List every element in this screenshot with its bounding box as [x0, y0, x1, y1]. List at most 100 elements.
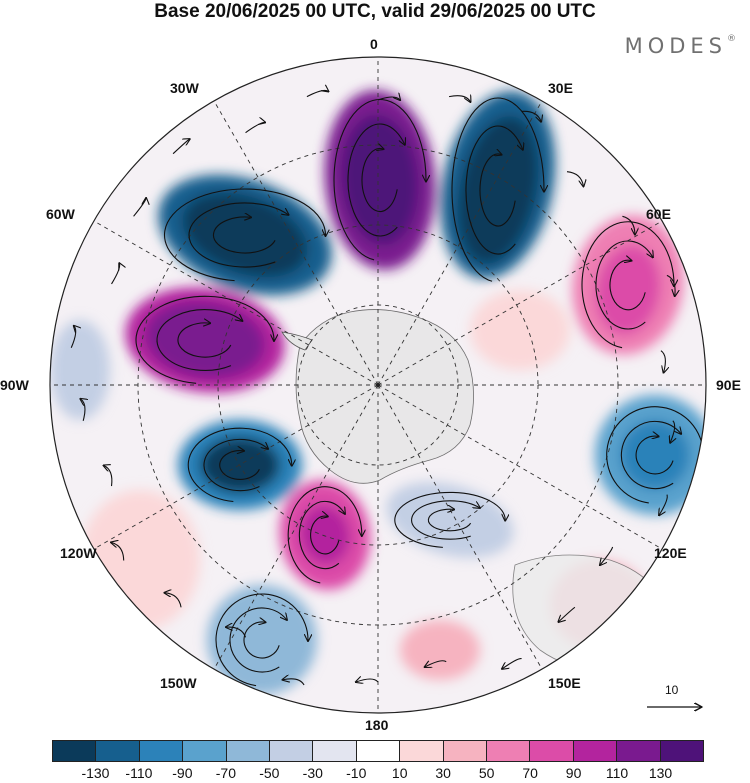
streamline	[411, 500, 480, 540]
colorbar-swatch	[313, 741, 357, 761]
modes-logo: MODES®	[624, 34, 736, 58]
streamline	[622, 215, 634, 234]
longitude-label: 0	[370, 36, 378, 52]
colorbar-tick-label: 130	[648, 765, 673, 781]
streamline	[659, 494, 668, 516]
streamline	[306, 90, 328, 98]
streamline	[187, 427, 292, 503]
streamline	[243, 622, 280, 659]
streamline	[188, 202, 288, 268]
longitude-label: 150E	[548, 675, 581, 691]
map-border	[49, 56, 707, 714]
colorbar-tick-label: 70	[522, 765, 538, 781]
streamline	[600, 546, 614, 565]
colorbar-ticks: -130 -110 -90 -70 -50 -30 -10 10 30 50 70 90 110 130	[0, 765, 750, 783]
anomaly-blob	[620, 420, 690, 490]
colorbar-swatch	[226, 741, 271, 761]
anomaly-blob	[207, 585, 317, 695]
colorbar-tick-label: -110	[125, 765, 153, 781]
streamline	[465, 125, 523, 255]
colorbar-tick-label: 110	[605, 765, 629, 781]
streamline	[606, 406, 704, 504]
longitude-label: 180	[365, 717, 389, 733]
meridian-line	[377, 384, 543, 670]
reference-vector	[647, 702, 704, 712]
colorbar-swatch	[573, 741, 618, 761]
streamlines	[70, 90, 704, 687]
streamline	[620, 420, 681, 490]
streamline	[212, 217, 276, 254]
streamline	[361, 148, 398, 212]
streamline	[609, 260, 646, 311]
streamline	[670, 420, 674, 443]
streamline	[635, 436, 674, 475]
streamline	[333, 98, 426, 261]
streamline	[310, 516, 340, 555]
longitude-label: 90W	[0, 377, 29, 393]
meridian-line	[213, 384, 379, 670]
meridian-line	[93, 220, 379, 386]
reference-vector-label: 10	[665, 683, 679, 697]
longitude-label: 60W	[46, 206, 75, 222]
longitude-label: 120E	[654, 545, 687, 561]
longitude-label: 30E	[548, 80, 573, 96]
colorbar-swatch	[660, 741, 704, 761]
colorbar-swatch	[487, 741, 531, 761]
streamline	[502, 658, 522, 669]
streamline	[245, 122, 265, 134]
streamline	[177, 323, 232, 358]
longitude-label: 60E	[646, 206, 671, 222]
colorbar-swatch	[530, 741, 574, 761]
colorbar-tick-label: -130	[81, 765, 110, 781]
anomaly-blob	[80, 490, 200, 630]
anomaly-blob	[357, 140, 403, 220]
colorbar-tick-label: -70	[215, 765, 236, 781]
streamline	[425, 660, 447, 667]
anomaly-blob	[182, 192, 308, 278]
streamline	[356, 679, 379, 682]
colorbar-tick-label: 10	[391, 765, 408, 781]
colorbar-swatch	[183, 741, 227, 761]
streamline	[163, 188, 326, 282]
meridian-line	[213, 100, 379, 386]
colorbar-swatch	[443, 741, 488, 761]
streamline	[394, 491, 505, 548]
streamline	[203, 438, 268, 492]
graticule	[50, 57, 706, 713]
streamline	[347, 123, 405, 237]
colorbar-tick-label: -30	[302, 765, 323, 781]
antarctica-landmass	[295, 309, 474, 484]
streamline	[229, 607, 287, 673]
colorbar-tick-label: 50	[478, 765, 495, 781]
colorbar-tick-label: -50	[259, 765, 280, 781]
longitude-label: 30W	[170, 80, 199, 96]
colorbar-swatch	[53, 741, 97, 761]
colorbar-swatch	[139, 741, 184, 761]
streamline	[219, 451, 260, 480]
anomaly-blob	[386, 482, 514, 558]
streamline	[215, 593, 308, 687]
map-title: Base 20/06/2025 00 UTC, valid 29/06/2025…	[154, 1, 596, 22]
anomaly-blob	[200, 437, 280, 493]
streamline	[660, 350, 665, 373]
streamline	[226, 627, 247, 638]
streamline	[298, 500, 344, 570]
meridian-line	[377, 384, 663, 550]
colorbar-tick-label: -10	[346, 765, 367, 781]
streamline	[666, 274, 675, 296]
streamline	[287, 486, 362, 584]
streamline	[479, 154, 516, 227]
anomaly-blob	[470, 290, 570, 370]
anomaly-blob	[50, 320, 110, 420]
streamline	[558, 606, 576, 622]
streamline	[581, 221, 674, 349]
longitude-label: 150W	[160, 675, 197, 691]
streamline	[111, 542, 125, 561]
colorbar	[52, 740, 704, 762]
colorbar-tick-label: -90	[172, 765, 193, 781]
colorbar-swatch	[96, 741, 140, 761]
streamline	[521, 110, 541, 121]
meridian-line	[377, 220, 663, 386]
anomaly-blob	[299, 505, 351, 565]
streamline	[172, 139, 189, 155]
